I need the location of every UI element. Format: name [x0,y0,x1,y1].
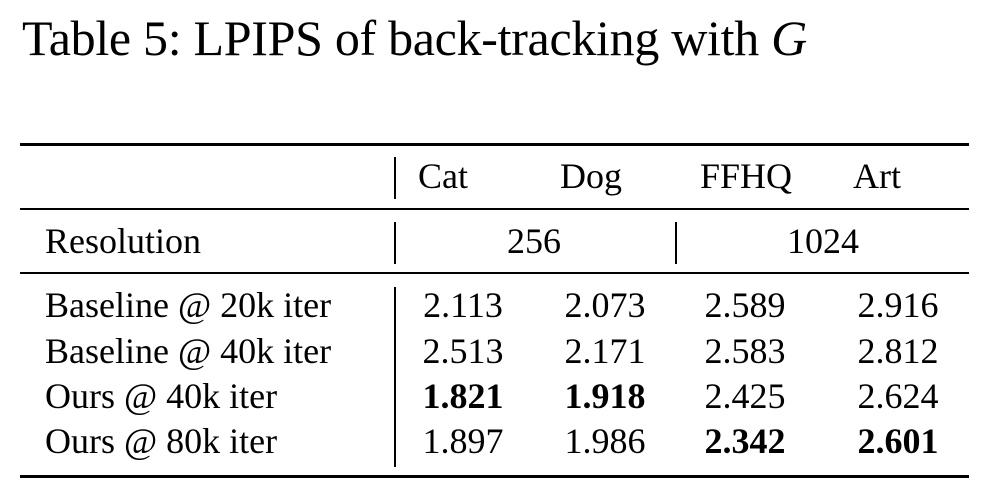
table-caption: Table 5: LPIPS of back-tracking with G [22,8,807,68]
cell-ffhq: 2.425 [704,376,786,416]
row-label: Ours @ 40k iter [45,376,278,416]
column-header-art: Art [853,156,901,196]
cell-art-best: 2.601 [857,421,939,461]
caption-variable: G [771,10,807,66]
cell-ffhq: 2.583 [704,331,786,371]
cell-cat: 1.897 [422,421,504,461]
group-divider [675,222,677,264]
resolution-rule [20,272,969,274]
caption-text: Table 5: LPIPS of back-tracking with [22,10,772,66]
bottom-rule [20,475,969,478]
cell-cat: 2.513 [422,331,504,371]
column-divider [394,157,396,199]
cell-art: 2.624 [857,376,939,416]
top-rule [20,143,969,146]
column-header-ffhq: FFHQ [700,156,793,196]
column-header-dog: Dog [560,156,622,196]
cell-dog: 1.986 [564,421,646,461]
cell-art: 2.916 [857,285,939,325]
cell-ffhq-best: 2.342 [704,421,786,461]
row-label: Baseline @ 20k iter [45,285,332,325]
cell-ffhq: 2.589 [704,285,786,325]
cell-cat-best: 1.821 [422,376,504,416]
column-divider [394,222,396,264]
header-rule [20,208,969,210]
resolution-label: Resolution [45,221,202,261]
resolution-value-256: 256 [507,221,561,261]
cell-dog-best: 1.918 [564,376,646,416]
cell-dog: 2.171 [564,331,646,371]
cell-dog: 2.073 [564,285,646,325]
row-label: Baseline @ 40k iter [45,331,332,371]
resolution-value-1024: 1024 [787,221,859,261]
cell-art: 2.812 [857,331,939,371]
column-header-cat: Cat [418,156,468,196]
cell-cat: 2.113 [423,285,503,325]
column-divider [394,287,396,467]
row-label: Ours @ 80k iter [45,421,278,461]
